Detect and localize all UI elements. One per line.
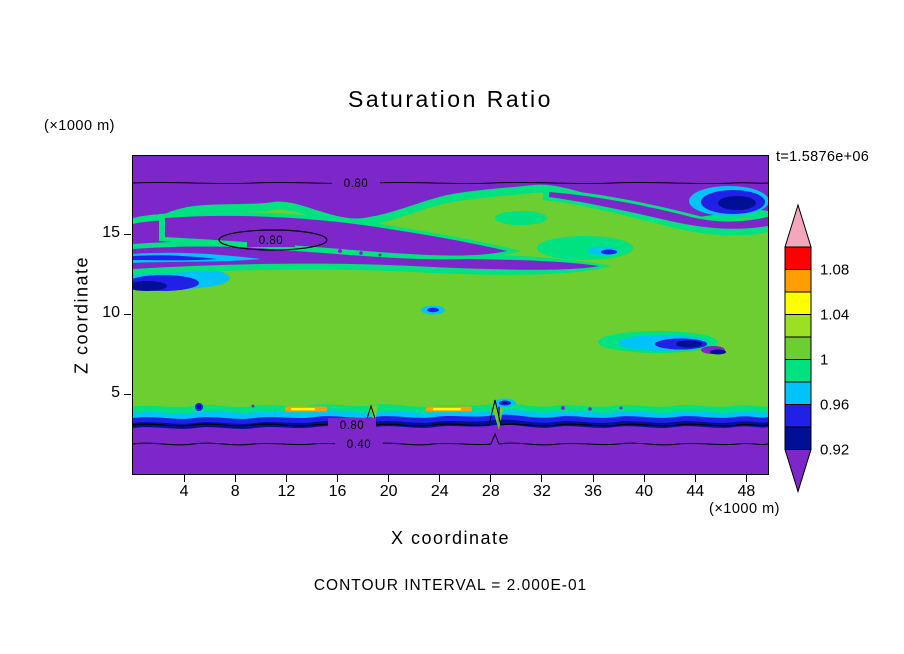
x-tick-mark [439, 475, 441, 482]
x-tick-mark [592, 475, 594, 482]
x-axis-label: X coordinate [390, 528, 511, 548]
contour-field: 0.80 0.80 0.80 0.40 [133, 156, 768, 474]
colorbar-label: 1.08 [820, 262, 849, 279]
colorbar: 1.08 1.04 1 0.96 0.92 [784, 203, 849, 494]
x-tick-label: 40 [635, 483, 654, 500]
y-tick-mark [124, 233, 131, 235]
x-tick-mark [643, 475, 645, 482]
x-tick-label: 8 [230, 483, 240, 500]
colorbar-segment [784, 336, 812, 360]
x-tick-label: 44 [686, 483, 705, 500]
colorbar-segment [784, 246, 812, 270]
plot-title: Saturation Ratio [348, 86, 553, 112]
colorbar-segment [784, 381, 812, 405]
y-tick-label: 15 [102, 224, 120, 241]
field-upper-streaks [133, 188, 768, 355]
colorbar-label: 0.92 [820, 442, 849, 459]
colorbar-label: 1.04 [820, 307, 849, 324]
x-tick-mark [694, 475, 696, 482]
contour-interval-note: CONTOUR INTERVAL = 2.000E-01 [313, 577, 588, 594]
x-tick-mark [336, 475, 338, 482]
y-axis-units: (×1000 m) [44, 118, 115, 134]
colorbar-segment [784, 359, 812, 383]
contour-line-labels: 0.80 0.80 0.80 0.40 [247, 176, 383, 451]
x-tick-mark [285, 475, 287, 482]
field-top-dry-band [133, 156, 768, 242]
x-tick-mark [388, 475, 390, 482]
x-tick-label: 12 [277, 483, 296, 500]
x-tick-mark [234, 475, 236, 482]
x-axis-units: (×1000 m) [709, 501, 780, 517]
colorbar-arrow-bottom [784, 449, 812, 494]
closed-contour-0.80 [218, 229, 328, 251]
y-tick-label: 10 [102, 304, 120, 321]
colorbar-segment [784, 426, 812, 450]
x-tick-label: 4 [179, 483, 189, 500]
colorbar-arrow-top [784, 203, 812, 248]
x-tick-label: 24 [430, 483, 449, 500]
y-tick-label: 5 [111, 384, 120, 401]
y-tick-mark [124, 313, 131, 315]
contour-label-bottom-040: 0.40 [347, 439, 371, 451]
plot-area-frame: 0.80 0.80 0.80 0.40 [132, 155, 769, 475]
x-tick-label: 32 [533, 483, 551, 500]
contour-label-bottom-080: 0.80 [340, 420, 364, 432]
time-annotation: t=1.5876e+06 [776, 149, 870, 165]
contour-label-mid-080: 0.80 [259, 235, 283, 247]
x-tick-mark [490, 475, 492, 482]
x-tick-label: 28 [481, 483, 500, 500]
x-tick-label: 48 [737, 483, 756, 500]
colorbar-segment [784, 269, 812, 293]
field-bottom-transition [133, 398, 768, 474]
colorbar-segment [784, 291, 812, 315]
colorbar-segment [784, 314, 812, 338]
colorbar-segment [784, 404, 812, 428]
x-tick-mark [745, 475, 747, 482]
x-tick-label: 16 [328, 483, 347, 500]
x-tick-mark [541, 475, 543, 482]
x-tick-mark [183, 475, 185, 482]
contour-label-top-080: 0.80 [344, 178, 368, 190]
y-tick-mark [124, 393, 131, 395]
colorbar-label: 1 [820, 352, 828, 369]
x-tick-label: 20 [379, 483, 398, 500]
contour-lines [133, 181, 768, 446]
colorbar-label: 0.96 [820, 397, 849, 414]
x-tick-label: 36 [584, 483, 602, 500]
